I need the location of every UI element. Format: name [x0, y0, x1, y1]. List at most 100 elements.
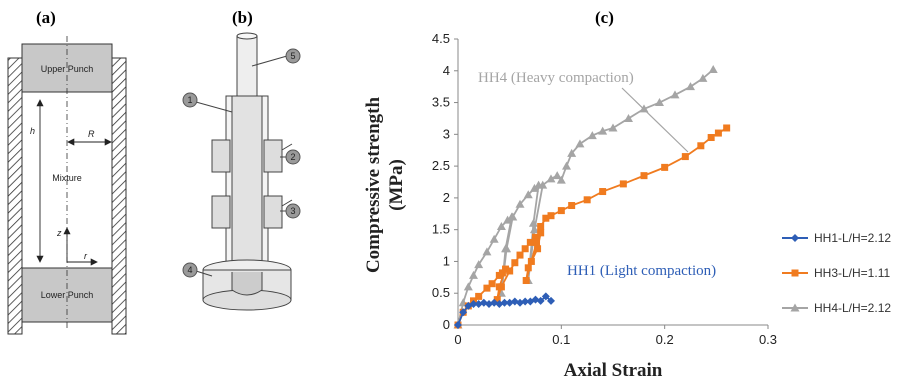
data-point [475, 292, 483, 300]
data-point [483, 284, 491, 292]
y-tick-label: 1 [443, 253, 450, 268]
x-tick-label: 0.2 [656, 332, 674, 347]
data-point [496, 221, 506, 230]
lower-punch-label: Lower Punch [41, 290, 94, 300]
data-point [511, 259, 519, 267]
data-point [552, 171, 562, 180]
data-point [714, 129, 722, 137]
data-point [488, 280, 496, 288]
data-point [521, 297, 530, 306]
data-point [556, 175, 566, 184]
data-point [599, 188, 607, 196]
callout-2 [285, 149, 301, 165]
panel-label-a: (a) [36, 8, 56, 27]
legend-swatch-marker [791, 234, 799, 242]
data-point [521, 245, 529, 253]
data-point [686, 82, 695, 91]
annotation-hh4: HH4 (Heavy compaction) [478, 70, 634, 86]
data-point [508, 212, 518, 221]
callout-5 [285, 48, 301, 64]
data-point [587, 131, 597, 140]
clamp-left-upper [211, 139, 231, 173]
data-point [723, 124, 731, 132]
data-point [505, 298, 514, 307]
panel-label-c: (c) [595, 8, 614, 27]
chart-c: Compressive strength (MPa) Axial Strain … [363, 31, 891, 381]
y-tick-label: 1.5 [432, 222, 450, 237]
data-point [598, 126, 608, 135]
y-axis-title-line2: (MPa) [386, 159, 407, 211]
data-point [697, 142, 705, 150]
data-point [489, 234, 499, 243]
mould-inner [231, 95, 263, 267]
data-point [528, 218, 538, 227]
data-point [698, 73, 708, 82]
callout-4 [182, 262, 198, 278]
data-point [469, 270, 478, 279]
data-point [538, 180, 548, 189]
data-point [463, 282, 473, 291]
data-point [493, 296, 501, 304]
annotation-hh1: HH1 (Light compaction) [567, 263, 716, 279]
diagram-a: Upper Punch Lower Punch Mixture h R z r [7, 36, 127, 335]
data-point [526, 238, 534, 246]
series-hh1 [454, 292, 555, 329]
data-point [575, 139, 585, 148]
piston-rod-top [236, 32, 258, 40]
diagram-b-callouts: 1 5 2 3 4 [182, 48, 301, 278]
panel-label-b: (b) [232, 8, 253, 27]
die-wall-right [111, 57, 127, 335]
y-tick-label: 2 [443, 190, 450, 205]
data-point [583, 196, 591, 204]
data-point [541, 292, 550, 301]
data-point [537, 222, 545, 230]
upper-punch-label: Upper Punch [41, 64, 94, 74]
data-point [474, 260, 484, 269]
legend-entry: HH1-L/H=2.12 [782, 231, 891, 245]
data-point [655, 98, 664, 107]
y-tick-label: 0 [443, 317, 450, 332]
z-axis-label: z [56, 228, 62, 238]
clamp-right-lower [263, 195, 283, 229]
data-point [482, 247, 492, 256]
data-point [502, 244, 512, 253]
legend-entry: HH3-L/H=1.11 [782, 266, 890, 280]
series-hh3 [454, 124, 731, 329]
y-tick-label: 3 [443, 126, 450, 141]
r-axis-label: r [84, 251, 88, 261]
mixture-label: Mixture [52, 173, 82, 183]
data-point [502, 265, 510, 273]
callout-4-text: 4 [187, 265, 192, 275]
data-point [537, 229, 545, 237]
radius-label: R [88, 129, 95, 139]
data-point [527, 257, 535, 265]
series-hh4 [453, 65, 718, 329]
data-point [547, 296, 555, 305]
callout-3 [285, 203, 301, 219]
data-point [640, 172, 648, 180]
data-point [562, 161, 571, 170]
y-tick-label: 4.5 [432, 31, 450, 46]
legend-label: HH3-L/H=1.11 [814, 266, 890, 280]
callout-2-text: 2 [290, 152, 295, 162]
data-point [707, 134, 715, 142]
data-point [523, 190, 533, 199]
data-point [497, 283, 505, 291]
callout-1-text: 1 [187, 95, 192, 105]
y-tick-label: 2.5 [432, 158, 450, 173]
x-axis-title: Axial Strain [564, 360, 663, 381]
y-tick-label: 4 [443, 63, 450, 78]
data-point [469, 300, 478, 309]
data-point [536, 296, 545, 305]
legend-swatch-marker [790, 303, 800, 312]
data-point [608, 123, 618, 132]
data-point [524, 264, 532, 272]
leader-1 [195, 101, 233, 113]
chart-series [453, 65, 731, 329]
legend-swatch-marker [791, 269, 799, 277]
y-tick-label: 3.5 [432, 95, 450, 110]
data-point [661, 163, 669, 171]
clamp-right-upper [263, 139, 283, 173]
y-tick-label: 0.5 [432, 285, 450, 300]
